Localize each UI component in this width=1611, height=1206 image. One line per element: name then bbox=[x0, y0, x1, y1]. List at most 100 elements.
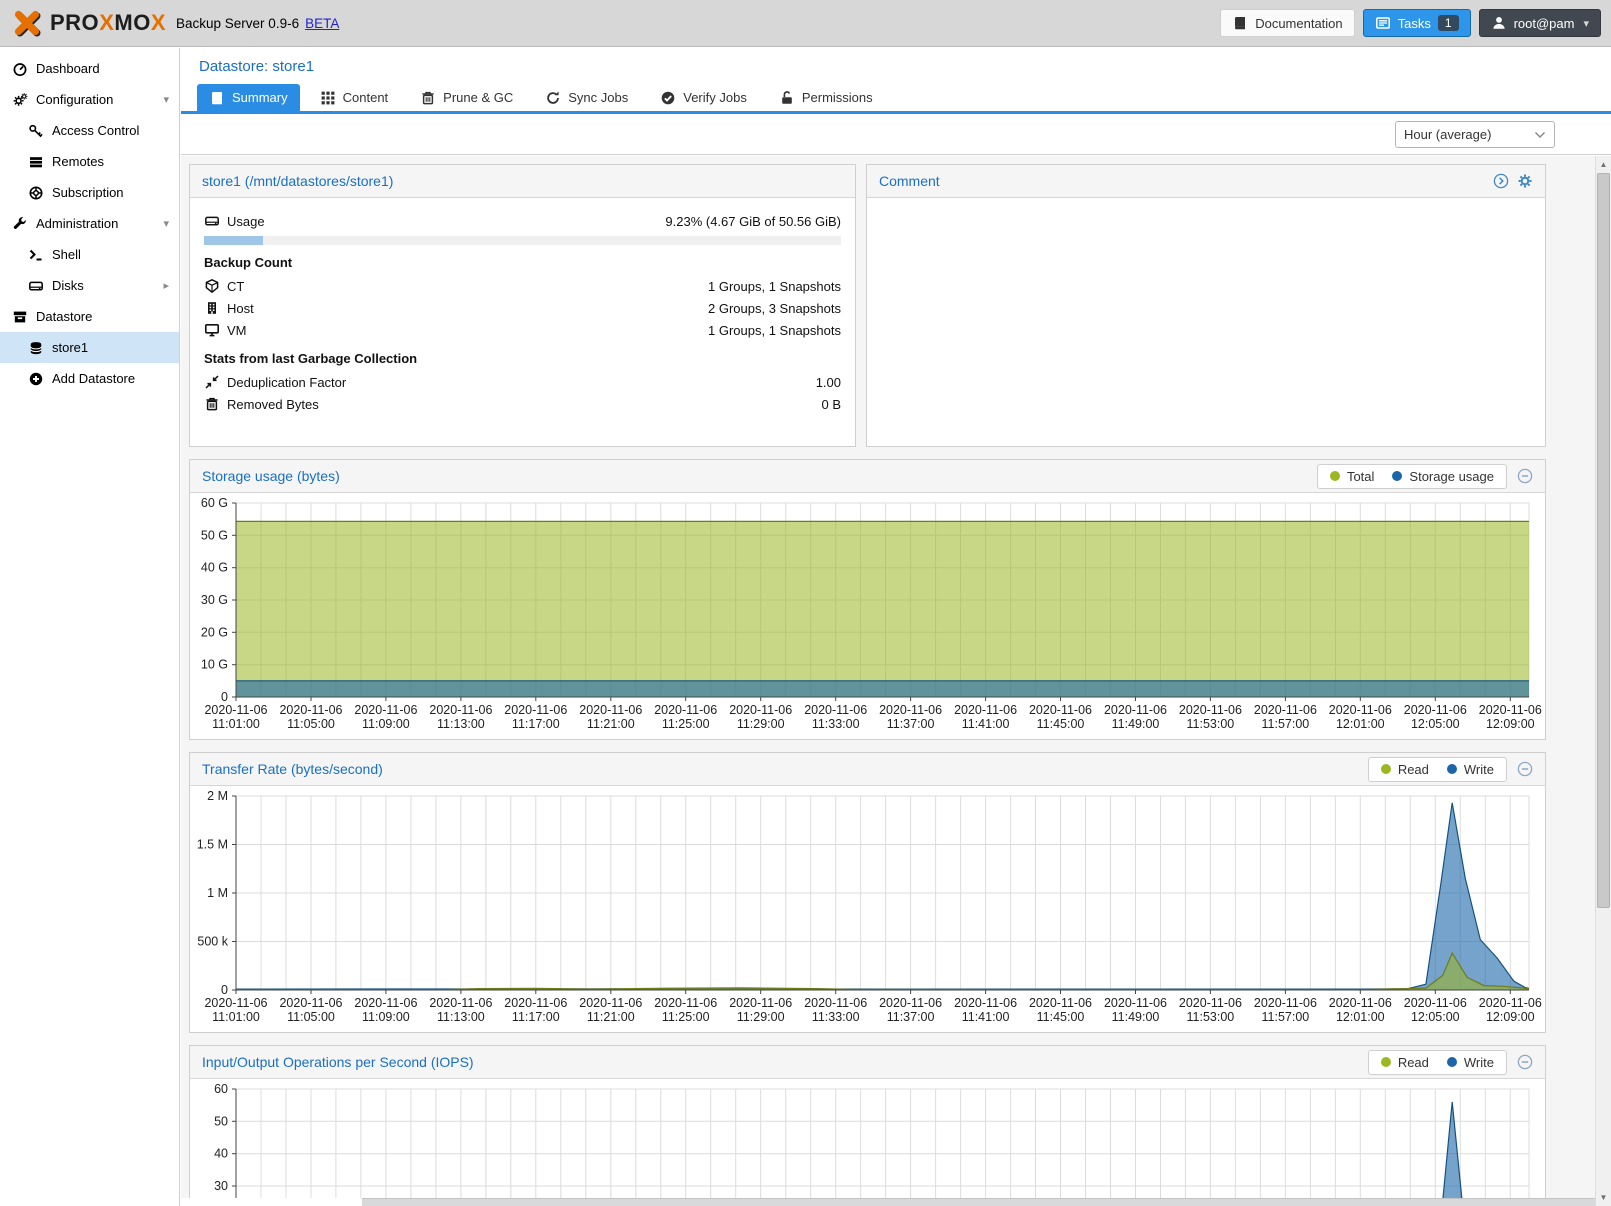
chart-legend: Read Write bbox=[1367, 756, 1507, 782]
sidebar-item-label: Shell bbox=[52, 247, 81, 262]
sidebar-item-shell[interactable]: Shell bbox=[0, 239, 179, 270]
sidebar-item-add-datastore[interactable]: Add Datastore bbox=[0, 363, 179, 394]
documentation-button[interactable]: Documentation bbox=[1220, 9, 1355, 37]
scrollbar-thumb[interactable] bbox=[1597, 173, 1610, 908]
sidebar-item-administration[interactable]: Administration ▾ bbox=[0, 208, 179, 239]
chart-panel-0: Storage usage (bytes) Total Storage usage 0… bbox=[189, 459, 1546, 740]
sidebar-item-dashboard[interactable]: Dashboard bbox=[0, 53, 179, 84]
stat-label: CT bbox=[227, 278, 245, 294]
stat-label: Deduplication Factor bbox=[227, 374, 347, 390]
grid-icon bbox=[320, 90, 336, 106]
legend-dot bbox=[1380, 764, 1391, 774]
legend-item-storage-usage[interactable]: Storage usage bbox=[1392, 469, 1494, 484]
tab-label: Prune & GC bbox=[443, 90, 514, 105]
svg-text:500 k: 500 k bbox=[197, 935, 228, 949]
legend-item-total[interactable]: Total bbox=[1329, 469, 1374, 484]
tab-prune-gc[interactable]: Prune & GC bbox=[408, 84, 525, 111]
user-menu-button[interactable]: root@pam ▾ bbox=[1478, 9, 1601, 37]
legend-item-read[interactable]: Read bbox=[1380, 762, 1429, 777]
submit-comment-icon[interactable] bbox=[1493, 173, 1509, 189]
legend-item-read[interactable]: Read bbox=[1380, 1054, 1429, 1070]
tab-label: Permissions bbox=[801, 90, 873, 105]
sidebar-item-store1[interactable]: store1 bbox=[0, 332, 179, 363]
tab-content[interactable]: Content bbox=[308, 84, 401, 111]
tab-verify-jobs[interactable]: Verify Jobs bbox=[648, 84, 759, 111]
sidebar-item-label: Administration bbox=[36, 216, 119, 231]
caret-right-icon[interactable]: ▸ bbox=[163, 280, 169, 292]
svg-text:0: 0 bbox=[221, 983, 228, 997]
usage-label: Usage bbox=[227, 213, 265, 229]
tasks-label: Tasks bbox=[1397, 15, 1431, 31]
sidebar-item-remotes[interactable]: Remotes bbox=[0, 146, 179, 177]
svg-text:10 G: 10 G bbox=[201, 658, 228, 672]
trash-icon bbox=[204, 396, 220, 412]
tab-sync-jobs[interactable]: Sync Jobs bbox=[533, 84, 640, 111]
sidebar-item-label: Add Datastore bbox=[52, 371, 136, 386]
bars-icon bbox=[28, 154, 44, 170]
svg-text:60: 60 bbox=[214, 1082, 228, 1096]
legend-label: Read bbox=[1397, 1054, 1429, 1070]
legend-dot bbox=[1446, 1057, 1457, 1067]
collapse-chart-icon[interactable] bbox=[1517, 1054, 1533, 1070]
proxmox-x-icon bbox=[14, 10, 41, 37]
tab-summary[interactable]: Summary bbox=[197, 84, 300, 111]
legend-item-write[interactable]: Write bbox=[1446, 762, 1494, 777]
horizontal-scrollbar[interactable] bbox=[362, 1198, 1595, 1206]
sidebar-item-configuration[interactable]: Configuration ▾ bbox=[0, 84, 179, 115]
sidebar-item-datastore[interactable]: Datastore bbox=[0, 301, 179, 332]
caret-down-icon[interactable]: ▾ bbox=[163, 94, 169, 106]
sidebar-item-subscription[interactable]: Subscription bbox=[0, 177, 179, 208]
tab-permissions[interactable]: Permissions bbox=[767, 84, 885, 111]
hdd-icon bbox=[28, 278, 44, 294]
sidebar-item-access-control[interactable]: Access Control bbox=[0, 115, 179, 146]
svg-text:50 G: 50 G bbox=[201, 528, 228, 542]
svg-text:40: 40 bbox=[214, 1147, 228, 1161]
proxmox-logo: PROXMOX bbox=[10, 6, 166, 40]
caret-down-icon[interactable]: ▾ bbox=[163, 218, 169, 230]
tab-label: Sync Jobs bbox=[568, 90, 629, 105]
stat-value: 2 Groups, 3 Snapshots bbox=[708, 300, 841, 316]
comment-body[interactable] bbox=[867, 198, 1545, 446]
vertical-scrollbar[interactable]: ▲ ▼ bbox=[1595, 156, 1611, 1206]
legend-item-write[interactable]: Write bbox=[1446, 1055, 1494, 1070]
scroll-up-arrow[interactable]: ▲ bbox=[1599, 160, 1608, 169]
legend-label: Storage usage bbox=[1409, 468, 1494, 484]
svg-text:1 M: 1 M bbox=[207, 886, 228, 900]
legend-dot bbox=[1329, 471, 1340, 481]
trash-icon bbox=[420, 90, 436, 106]
time-range-value: Hour (average) bbox=[1404, 127, 1492, 142]
usage-row: Usage 9.23% (4.67 GiB of 50.56 GiB) bbox=[204, 210, 841, 232]
tachometer-icon bbox=[12, 61, 28, 77]
gear-icon[interactable] bbox=[1517, 173, 1533, 189]
archive-icon bbox=[12, 309, 28, 325]
time-range-select[interactable]: Hour (average) bbox=[1395, 121, 1555, 148]
tasks-button[interactable]: Tasks 1 bbox=[1362, 9, 1471, 37]
svg-text:20 G: 20 G bbox=[201, 625, 228, 639]
content-scroll-area[interactable]: store1 (/mnt/datastores/store1) Usage 9.… bbox=[181, 156, 1595, 1198]
sidebar-item-label: store1 bbox=[52, 340, 89, 355]
desktop-icon bbox=[204, 322, 220, 338]
backup-count-heading: Backup Count bbox=[204, 255, 293, 270]
datastore-summary-panel: store1 (/mnt/datastores/store1) Usage 9.… bbox=[189, 164, 856, 447]
legend-dot bbox=[1392, 471, 1403, 481]
scroll-down-arrow[interactable]: ▼ bbox=[1599, 1193, 1608, 1202]
beta-link[interactable]: BETA bbox=[305, 15, 340, 31]
tasks-count-badge: 1 bbox=[1437, 15, 1459, 31]
collapse-chart-icon[interactable] bbox=[1517, 761, 1533, 777]
collapse-chart-icon[interactable] bbox=[1517, 468, 1533, 484]
stat-label: VM bbox=[227, 322, 247, 338]
sidebar-item-disks[interactable]: Disks ▸ bbox=[0, 270, 179, 301]
